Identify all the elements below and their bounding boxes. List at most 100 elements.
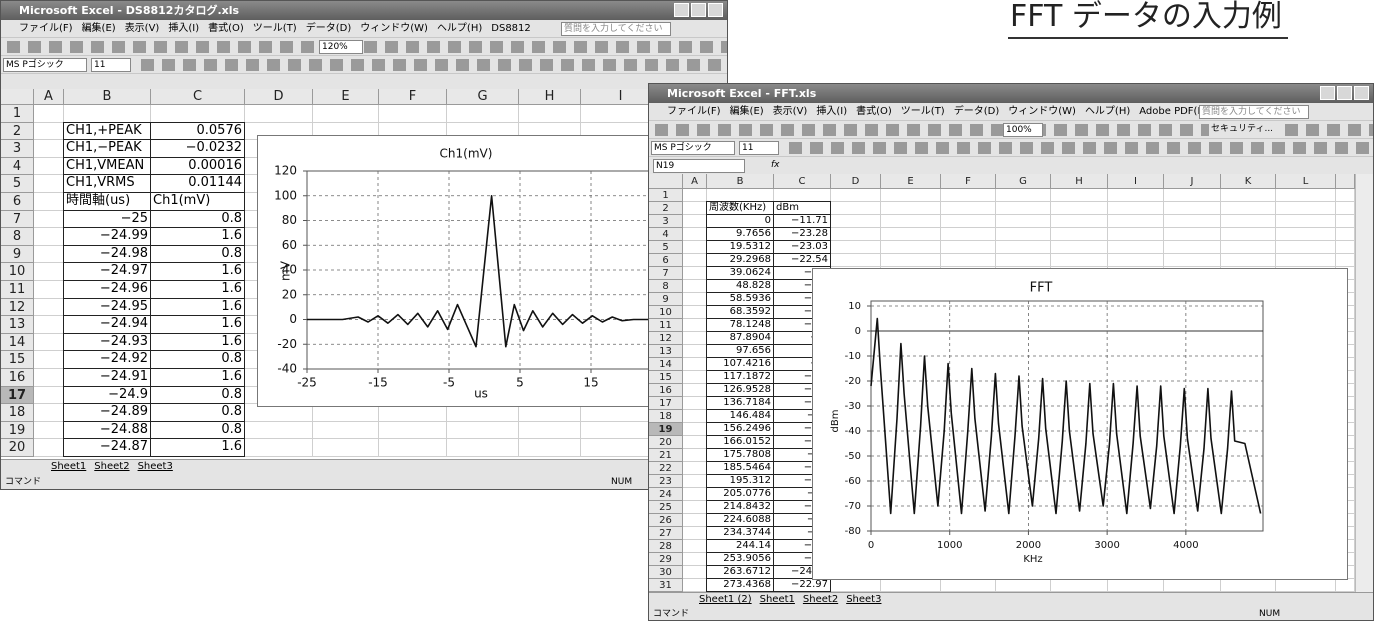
chart-title: FFT bbox=[1030, 281, 1053, 296]
cell bbox=[683, 241, 707, 254]
font-box[interactable]: MS Pゴシック bbox=[651, 141, 735, 155]
cell bbox=[1336, 228, 1355, 241]
cell bbox=[831, 241, 881, 254]
column-header: H bbox=[519, 89, 581, 105]
cell bbox=[683, 319, 707, 332]
cell bbox=[683, 215, 707, 228]
cell: −24.95 bbox=[63, 298, 151, 317]
sheet-tab[interactable]: Sheet3 bbox=[846, 594, 881, 605]
scrollbar[interactable] bbox=[1355, 174, 1374, 592]
cell: dBm bbox=[773, 201, 831, 215]
cell bbox=[447, 422, 519, 440]
menu-item[interactable]: ツール(T) bbox=[901, 106, 945, 117]
column-header: B bbox=[64, 89, 151, 105]
cell bbox=[1221, 254, 1276, 267]
column-header bbox=[1336, 174, 1355, 189]
cell: 146.484 bbox=[706, 409, 774, 423]
help-box[interactable]: 質問を入力してください bbox=[1199, 105, 1309, 119]
menu-item[interactable]: DS8812 bbox=[491, 23, 531, 34]
sheet-tab[interactable]: Sheet2 bbox=[803, 594, 838, 605]
menu-item[interactable]: データ(D) bbox=[954, 106, 1000, 117]
menu-item[interactable]: 挿入(I) bbox=[168, 23, 199, 34]
cell bbox=[683, 202, 707, 215]
font-box[interactable]: MS Pゴシック bbox=[3, 58, 87, 72]
cell bbox=[683, 553, 707, 566]
sheet-tabs: Sheet1 (2) Sheet1 Sheet2 Sheet3 bbox=[649, 592, 1373, 607]
sheet-tab[interactable]: Sheet1 bbox=[51, 461, 86, 472]
cell bbox=[1051, 579, 1108, 592]
menu-item[interactable]: 表示(V) bbox=[125, 23, 160, 34]
maximize-button[interactable] bbox=[691, 3, 706, 17]
security-button[interactable]: セキュリティ... bbox=[1209, 123, 1279, 137]
font-size-box[interactable]: 11 bbox=[739, 141, 779, 155]
cell bbox=[1164, 189, 1221, 202]
menu-item[interactable]: ヘルプ(H) bbox=[1085, 106, 1130, 117]
cell bbox=[996, 215, 1051, 228]
cell bbox=[34, 281, 64, 299]
menu-item[interactable]: データ(D) bbox=[306, 23, 352, 34]
zoom-box[interactable]: 120% bbox=[319, 40, 363, 54]
cell: 205.0776 bbox=[706, 487, 774, 501]
maximize-button[interactable] bbox=[1337, 86, 1352, 100]
y-tick-label: -60 bbox=[845, 476, 861, 487]
font-size-box[interactable]: 11 bbox=[91, 58, 131, 72]
cell: −22.97 bbox=[773, 578, 831, 592]
cell bbox=[1336, 215, 1355, 228]
menu-item[interactable]: 表示(V) bbox=[773, 106, 808, 117]
cell bbox=[34, 193, 64, 211]
cell: 58.5936 bbox=[706, 292, 774, 306]
row-header: 10 bbox=[1, 263, 34, 281]
cell bbox=[996, 254, 1051, 267]
cell: −23.28 bbox=[773, 227, 831, 241]
cell: 156.2496 bbox=[706, 422, 774, 436]
cell: 1.6 bbox=[150, 298, 245, 317]
row-header: 7 bbox=[649, 267, 683, 280]
cell bbox=[1051, 189, 1108, 202]
cell bbox=[683, 280, 707, 293]
sheet-tab[interactable]: Sheet1 bbox=[760, 594, 795, 605]
close-button[interactable] bbox=[1354, 86, 1369, 100]
row-header: 6 bbox=[1, 193, 34, 211]
sheet-tab[interactable]: Sheet3 bbox=[138, 461, 173, 472]
cell: −25 bbox=[63, 210, 151, 229]
menu-item[interactable]: ファイル(F) bbox=[19, 23, 73, 34]
close-button[interactable] bbox=[708, 3, 723, 17]
menu-item[interactable]: ヘルプ(H) bbox=[437, 23, 482, 34]
status-bar: コマンド NUM bbox=[649, 607, 1373, 621]
cell bbox=[519, 422, 581, 440]
sheet-tab[interactable]: Sheet1 (2) bbox=[699, 594, 752, 605]
name-box[interactable]: N19 bbox=[653, 159, 745, 173]
cell: −24.92 bbox=[63, 350, 151, 369]
menu-item[interactable]: 編集(E) bbox=[730, 106, 764, 117]
cell bbox=[519, 105, 581, 123]
zoom-box[interactable]: 100% bbox=[1003, 123, 1043, 137]
sheet-tab[interactable]: Sheet2 bbox=[94, 461, 129, 472]
menu-item[interactable]: ファイル(F) bbox=[667, 106, 721, 117]
cell bbox=[1108, 228, 1164, 241]
minimize-button[interactable] bbox=[1320, 86, 1335, 100]
menu-item[interactable]: 書式(O) bbox=[208, 23, 244, 34]
menu-item[interactable]: 書式(O) bbox=[856, 106, 892, 117]
cell bbox=[683, 449, 707, 462]
menu-item[interactable]: 編集(E) bbox=[82, 23, 116, 34]
cell bbox=[34, 228, 64, 246]
y-tick-label: 0 bbox=[855, 326, 861, 337]
cell: −24.98 bbox=[63, 245, 151, 264]
cell bbox=[941, 228, 996, 241]
row-header: 1 bbox=[649, 189, 683, 202]
cell bbox=[683, 345, 707, 358]
minimize-button[interactable] bbox=[674, 3, 689, 17]
cell bbox=[245, 439, 313, 457]
cell: −24.99 bbox=[63, 227, 151, 246]
help-box[interactable]: 質問を入力してください bbox=[561, 22, 671, 36]
cell: 175.7808 bbox=[706, 448, 774, 462]
menu-item[interactable]: ウィンドウ(W) bbox=[1008, 106, 1076, 117]
cell bbox=[34, 299, 64, 317]
cell bbox=[683, 579, 707, 592]
cell bbox=[34, 175, 64, 193]
menu-item[interactable]: Adobe PDF(B) bbox=[1139, 106, 1208, 117]
menu-item[interactable]: ツール(T) bbox=[253, 23, 297, 34]
plot-area bbox=[871, 301, 1263, 531]
menu-item[interactable]: ウィンドウ(W) bbox=[360, 23, 428, 34]
menu-item[interactable]: 挿入(I) bbox=[816, 106, 847, 117]
